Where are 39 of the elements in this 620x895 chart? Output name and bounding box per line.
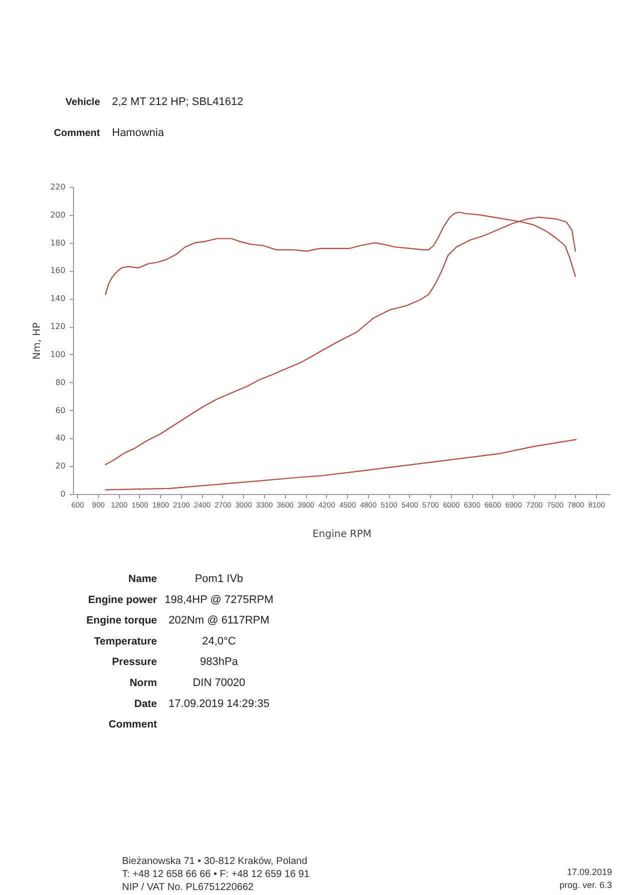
category-label: Comment bbox=[108, 718, 158, 731]
y-tick-label: 140 bbox=[50, 294, 66, 304]
text: 24,0°C bbox=[202, 635, 236, 648]
y-tick-label: 120 bbox=[50, 322, 66, 332]
category-label: Norm bbox=[130, 677, 157, 689]
y-tick-label: 40 bbox=[55, 434, 66, 443]
y-tick-label: 80 bbox=[55, 378, 66, 387]
y-tick-label: 100 bbox=[50, 350, 66, 359]
category-label: Name bbox=[128, 573, 158, 585]
text: NIP / VAT No. PL6751220662 bbox=[122, 882, 254, 893]
text: prog. ver. 6.3 bbox=[559, 880, 612, 890]
text: Hamownia bbox=[112, 127, 164, 139]
y-tick-label: 60 bbox=[55, 406, 66, 415]
category-label: Pressure bbox=[112, 656, 158, 668]
text: Bieżanowska 71 • 30-812 Kraków, Poland bbox=[122, 856, 308, 867]
category-label: Date bbox=[134, 698, 158, 710]
category-label: Engine torque bbox=[86, 614, 158, 627]
text: DIN 70020 bbox=[192, 677, 246, 689]
y-axis-title: Nm, HP bbox=[32, 322, 44, 360]
text: Pom1 IVb bbox=[194, 573, 244, 585]
y-tick-label: 0 bbox=[60, 490, 66, 498]
category-label: Vehicle bbox=[66, 97, 100, 108]
text: 17.09.2019 14:29:35 bbox=[168, 698, 270, 710]
category-label: Engine power bbox=[88, 594, 157, 606]
text: 2,2 MT 212 HP; SBL41612 bbox=[112, 96, 244, 108]
y-tick-label: 220 bbox=[50, 182, 66, 192]
text: 198,4HP @ 7275RPM bbox=[164, 594, 274, 606]
text: 983hPa bbox=[200, 656, 238, 668]
text: 202Nm @ 6117RPM bbox=[168, 614, 270, 627]
text: T: +48 12 658 66 66 • F: +48 12 659 16 91 bbox=[122, 869, 310, 880]
line-series bbox=[104, 439, 577, 490]
y-tick-label: 180 bbox=[50, 238, 66, 248]
category-label: Comment bbox=[54, 128, 101, 139]
category-label: Temperature bbox=[94, 635, 158, 648]
x-axis-title: Engine RPM bbox=[312, 529, 372, 540]
y-tick-label: 160 bbox=[50, 266, 66, 276]
text: 17.09.2019 bbox=[566, 867, 612, 877]
y-tick-label: 20 bbox=[55, 462, 66, 471]
y-tick-label: 200 bbox=[50, 210, 66, 220]
